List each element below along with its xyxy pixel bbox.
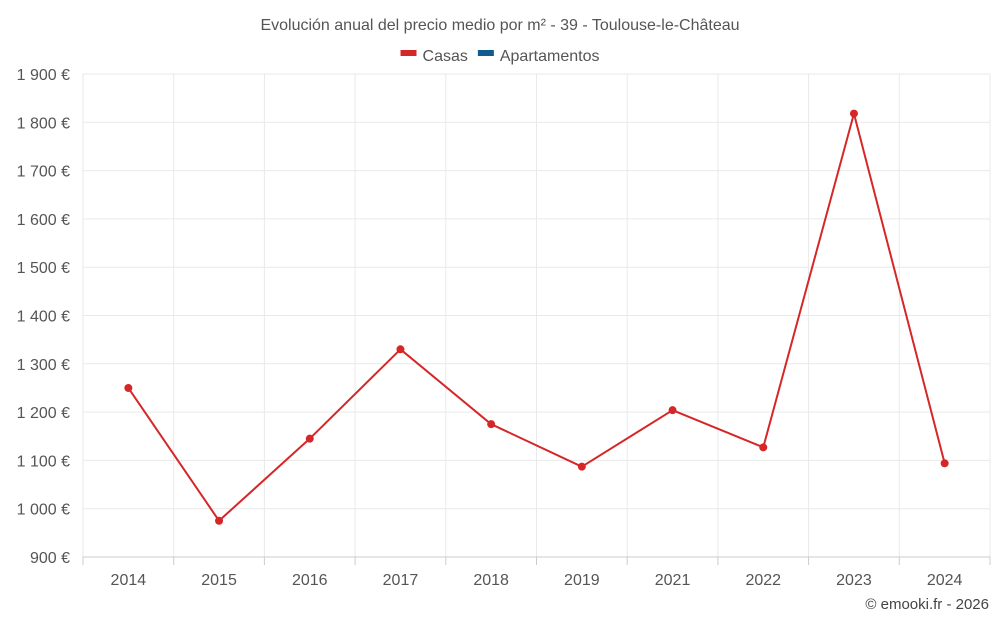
- data-point[interactable]: [396, 345, 405, 354]
- credit-text: © emooki.fr - 2026: [865, 596, 989, 613]
- legend-item-apartamentos[interactable]: Apartamentos: [477, 48, 600, 65]
- legend-swatch: [400, 50, 417, 56]
- y-tick-label: 1 900 €: [17, 67, 70, 84]
- y-tick-label: 1 200 €: [17, 405, 70, 422]
- data-point[interactable]: [487, 420, 496, 429]
- y-tick-label: 1 100 €: [17, 453, 70, 470]
- y-axis: 900 € 1 000 € 1 100 € 1 200 € 1 300 € 1 400 €…: [17, 67, 70, 567]
- x-axis: 2014 2015 2016 2017 2018 2019 2021 2022 2023 2024: [82, 556, 991, 589]
- series-layer: [124, 109, 949, 525]
- legend[interactable]: Casas Apartamentos: [400, 48, 600, 65]
- series-line: [127, 112, 946, 522]
- x-tick-label: 2015: [201, 572, 237, 589]
- x-tick-label: 2017: [383, 572, 419, 589]
- y-tick-label: 1 700 €: [17, 164, 70, 181]
- chart-title: Evolución anual del precio medio por m² …: [260, 17, 739, 34]
- legend-label: Casas: [423, 48, 468, 65]
- data-point[interactable]: [124, 383, 133, 392]
- legend-item-casas[interactable]: Casas: [400, 48, 468, 65]
- y-tick-label: 1 800 €: [17, 115, 70, 132]
- grid: [82, 73, 991, 558]
- data-point[interactable]: [759, 443, 768, 452]
- y-tick-label: 1 000 €: [17, 502, 70, 519]
- y-tick-label: 900 €: [30, 550, 70, 567]
- x-tick-label: 2019: [564, 572, 600, 589]
- data-point[interactable]: [215, 516, 224, 525]
- data-point[interactable]: [849, 109, 858, 118]
- y-tick-label: 1 300 €: [17, 357, 70, 374]
- data-point[interactable]: [305, 434, 314, 443]
- legend-swatch: [477, 50, 494, 56]
- x-tick-label: 2021: [655, 572, 691, 589]
- x-tick-label: 2024: [927, 572, 963, 589]
- x-tick-label: 2022: [745, 572, 781, 589]
- x-tick-label: 2023: [836, 572, 872, 589]
- data-point[interactable]: [577, 462, 586, 471]
- x-tick-label: 2018: [473, 572, 509, 589]
- x-tick-label: 2016: [292, 572, 328, 589]
- y-tick-label: 1 500 €: [17, 260, 70, 277]
- y-tick-label: 1 400 €: [17, 309, 70, 326]
- data-point[interactable]: [940, 459, 949, 468]
- x-tick-label: 2014: [111, 572, 147, 589]
- legend-label: Apartamentos: [500, 48, 600, 65]
- y-tick-label: 1 600 €: [17, 212, 70, 229]
- data-point[interactable]: [668, 406, 677, 415]
- series-casas: [124, 109, 949, 525]
